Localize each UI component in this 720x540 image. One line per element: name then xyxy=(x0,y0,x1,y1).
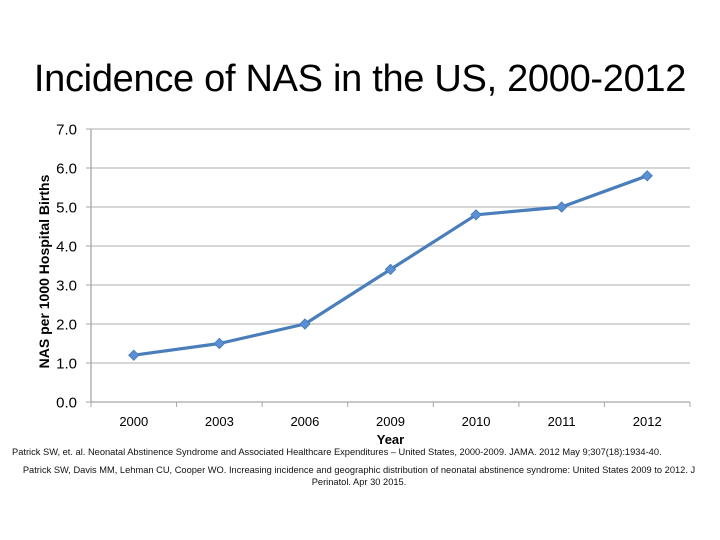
y-axis-label: NAS per 1000 Hospital Births xyxy=(36,174,52,368)
series-group xyxy=(128,170,653,361)
slide-title: Incidence of NAS in the US, 2000-2012 xyxy=(33,58,687,100)
y-tick-label: 1.0 xyxy=(56,356,77,373)
x-tick-label: 2011 xyxy=(548,414,576,429)
x-axis-label: Year xyxy=(377,432,404,447)
data-point xyxy=(128,349,140,361)
y-tick-label: 6.0 xyxy=(56,161,77,178)
x-tick-label: 2000 xyxy=(119,414,148,429)
x-tick-label: 2003 xyxy=(205,414,234,429)
x-axis-ticks: 2000 2003 2006 2009 2010 2011 2012 xyxy=(90,402,691,429)
y-tick-label: 0.0 xyxy=(56,395,77,412)
y-tick-label: 3.0 xyxy=(56,278,77,295)
data-point xyxy=(299,318,311,330)
y-tick-label: 2.0 xyxy=(56,317,77,334)
x-tick-label: 2006 xyxy=(290,414,319,429)
data-point xyxy=(384,263,397,276)
y-axis-ticks: 0.0 1.0 2.0 3.0 4.0 5.0 6.0 7.0 xyxy=(56,122,91,412)
data-point xyxy=(555,201,568,213)
reference-2: Patrick SW, Davis MM, Lehman CU, Cooper … xyxy=(22,465,696,487)
gridlines xyxy=(91,128,690,364)
reference-1: Patrick SW, et. al. Neonatal Abstinence … xyxy=(12,447,662,457)
x-tick-label: 2009 xyxy=(376,414,405,429)
x-tick-label: 2012 xyxy=(633,414,662,429)
y-tick-label: 7.0 xyxy=(56,122,77,139)
data-point xyxy=(470,209,482,221)
data-point xyxy=(213,337,226,350)
data-point xyxy=(641,170,653,182)
y-tick-label: 4.0 xyxy=(56,239,77,256)
y-tick-label: 5.0 xyxy=(56,200,77,217)
x-tick-label: 2010 xyxy=(462,414,491,429)
